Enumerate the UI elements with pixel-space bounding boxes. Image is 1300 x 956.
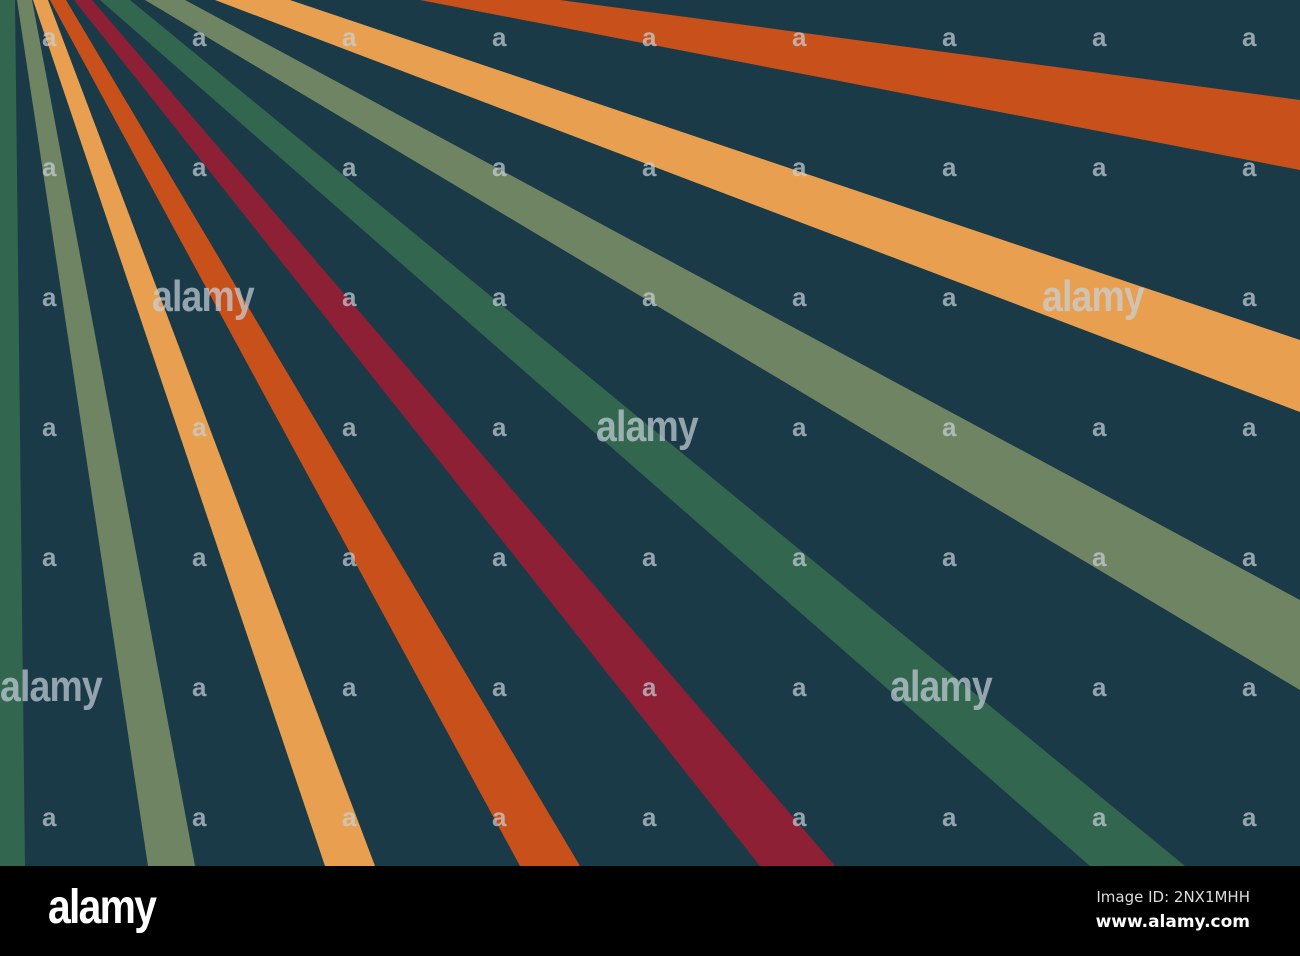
watermark-mark: a (1242, 282, 1257, 312)
watermark-mark: a (792, 152, 807, 182)
watermark-mark: a (792, 542, 807, 572)
watermark-mark: a (942, 282, 957, 312)
watermark-mark: a (42, 412, 57, 442)
watermark-mark: a (1092, 152, 1107, 182)
watermark-mark: a (342, 802, 357, 832)
watermark-mark: a (642, 22, 657, 52)
watermark-mark: a (492, 152, 507, 182)
ray-green (100, 0, 1185, 866)
ray-light-orange (33, 0, 375, 866)
watermark-mark: a (642, 672, 657, 702)
watermark-mark: a (792, 282, 807, 312)
watermark-mark: a (192, 152, 207, 182)
watermark-mark: a (642, 152, 657, 182)
watermark-mark: a (1242, 802, 1257, 832)
watermark-mark: a (1242, 542, 1257, 572)
watermark-mark: a (492, 802, 507, 832)
watermark-text: alamy (890, 662, 993, 711)
watermark-mark: a (942, 22, 957, 52)
rays-graphic (0, 0, 1300, 866)
watermark-text: alamy (596, 402, 699, 451)
watermark-mark: a (492, 412, 507, 442)
image-id: Image ID: 2NX1MHH (1096, 888, 1250, 906)
watermark-mark: a (942, 152, 957, 182)
watermark-mark: a (342, 22, 357, 52)
watermark-mark: a (342, 412, 357, 442)
watermark-mark: a (942, 412, 957, 442)
ray-light-orange (215, 0, 1300, 412)
watermark-mark: a (1092, 412, 1107, 442)
watermark-mark: a (192, 22, 207, 52)
ray-green (0, 0, 25, 866)
watermark-mark: a (642, 802, 657, 832)
watermark-mark: a (492, 22, 507, 52)
watermark-text: alamy (152, 272, 255, 321)
ray-orange (420, 0, 1300, 170)
watermark-mark: a (42, 22, 57, 52)
watermark-mark: a (642, 542, 657, 572)
sunburst-artwork: a a a a a a a a a a a a a a a a a a a a a a a a a a a a a a a a a a a a a a a a… (0, 0, 1300, 866)
watermark-mark: a (342, 152, 357, 182)
watermark-mark: a (192, 672, 207, 702)
ray-sage (145, 0, 1300, 690)
watermark-text: alamy (0, 662, 103, 711)
watermark-mark: a (42, 542, 57, 572)
watermark-mark: a (792, 802, 807, 832)
watermark-mark: a (342, 542, 357, 572)
watermark-mark: a (1242, 412, 1257, 442)
watermark-mark: a (1242, 152, 1257, 182)
watermark-mark: a (42, 152, 57, 182)
watermark-mark: a (642, 282, 657, 312)
watermark-mark: a (1092, 542, 1107, 572)
watermark-mark: a (192, 542, 207, 572)
watermark-mark: a (792, 672, 807, 702)
watermark-mark: a (342, 282, 357, 312)
watermark-mark: a (792, 412, 807, 442)
alamy-logo: alamy (48, 881, 157, 934)
watermark-mark: a (1092, 22, 1107, 52)
watermark-mark: a (42, 802, 57, 832)
watermark-mark: a (1242, 22, 1257, 52)
watermark-mark: a (792, 22, 807, 52)
watermark-mark: a (492, 282, 507, 312)
watermark-text: alamy (1042, 272, 1145, 321)
watermark-mark: a (492, 672, 507, 702)
watermark-mark: a (192, 412, 207, 442)
watermark-mark: a (1092, 802, 1107, 832)
site-url: www.alamy.com (1095, 912, 1250, 932)
watermark-mark: a (942, 542, 957, 572)
watermark-mark: a (192, 802, 207, 832)
watermark-mark: a (1092, 672, 1107, 702)
ray-orange (50, 0, 580, 866)
watermark-mark: a (1242, 672, 1257, 702)
ray-sage (17, 0, 195, 866)
watermark-mark: a (42, 282, 57, 312)
footer-bar: alamy Image ID: 2NX1MHH www.alamy.com (0, 866, 1300, 956)
watermark-mark: a (342, 672, 357, 702)
watermark-mark: a (492, 542, 507, 572)
watermark-mark: a (942, 802, 957, 832)
ray-crimson (74, 0, 835, 866)
